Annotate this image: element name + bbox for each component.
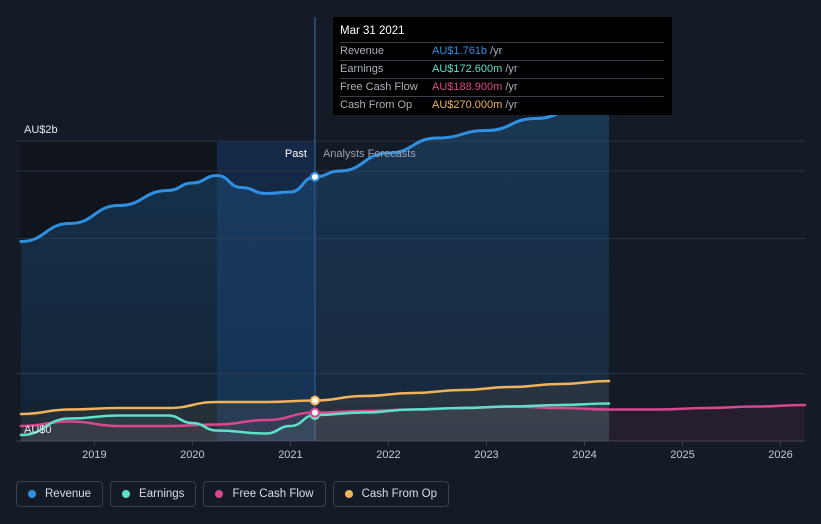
- series-area-earnings: [20, 403, 609, 441]
- legend-label: Free Cash Flow: [232, 488, 314, 500]
- tooltip-unit: /yr: [505, 81, 518, 93]
- legend-item-earnings[interactable]: Earnings: [110, 481, 197, 507]
- tooltip-unit: /yr: [505, 63, 518, 75]
- marker-free-cash-flow: [309, 407, 320, 418]
- legend-label: Revenue: [45, 488, 92, 500]
- x-tick-label: 2022: [376, 449, 400, 461]
- past-label: Past: [285, 148, 307, 160]
- tooltip-unit: /yr: [490, 45, 503, 57]
- legend-dot-icon: [344, 490, 353, 498]
- tooltip-value: AU$172.600m: [432, 63, 503, 75]
- tooltip-date: Mar 31 2021: [340, 25, 405, 37]
- x-tick-label: 2019: [82, 449, 106, 461]
- x-tick-label: 2021: [278, 449, 302, 461]
- x-tick-label: 2024: [572, 449, 596, 461]
- tooltip-row-free-cash-flow: Free Cash Flow AU$188.900m /yr: [340, 78, 664, 96]
- series-area-revenue: [20, 97, 609, 441]
- y-label-bottom: AU$0: [24, 424, 52, 436]
- tooltip-value: AU$1.761b: [432, 45, 488, 57]
- tooltip-unit: /yr: [505, 99, 518, 111]
- tooltip-row-cash-from-op: Cash From Op AU$270.000m /yr: [340, 96, 664, 114]
- legend-label: Earnings: [139, 488, 185, 500]
- legend-item-revenue[interactable]: Revenue: [16, 481, 104, 507]
- series-area-free-cash-flow: [20, 405, 805, 441]
- forecast-label: Analysts Forecasts: [323, 148, 416, 160]
- legend-label: Cash From Op: [361, 488, 438, 500]
- marker-cash-from-op: [309, 395, 320, 406]
- legend-dot-icon: [122, 490, 131, 498]
- legend-dot-icon: [215, 490, 224, 498]
- marker-revenue: [309, 171, 320, 182]
- tooltip: Mar 31 2021 Revenue AU$1.761b /yr Earnin…: [333, 17, 672, 115]
- tooltip-label: Cash From Op: [340, 99, 413, 111]
- legend-dot-icon: [28, 490, 36, 498]
- x-tick-label: 2025: [670, 449, 694, 461]
- tooltip-label: Revenue: [340, 45, 385, 57]
- tooltip-value: AU$270.000m: [432, 99, 503, 111]
- tooltip-value: AU$188.900m: [432, 81, 503, 93]
- legend: Revenue Earnings Free Cash Flow Cash Fro…: [16, 481, 450, 507]
- tooltip-row-earnings: Earnings AU$172.600m /yr: [340, 60, 664, 78]
- y-label-top: AU$2b: [24, 124, 58, 136]
- x-tick-label: 2020: [180, 449, 204, 461]
- legend-item-cash-from-op[interactable]: Cash From Op: [332, 481, 450, 507]
- series-line-earnings: [19, 402, 611, 437]
- legend-item-free-cash-flow[interactable]: Free Cash Flow: [203, 481, 326, 507]
- x-tick-label: 2023: [474, 449, 498, 461]
- series-line-revenue: [19, 96, 611, 243]
- tooltip-label: Free Cash Flow: [340, 81, 418, 93]
- tooltip-label: Earnings: [340, 63, 384, 75]
- tooltip-row-revenue: Revenue AU$1.761b /yr: [340, 42, 664, 60]
- x-tick-label: 2026: [768, 449, 792, 461]
